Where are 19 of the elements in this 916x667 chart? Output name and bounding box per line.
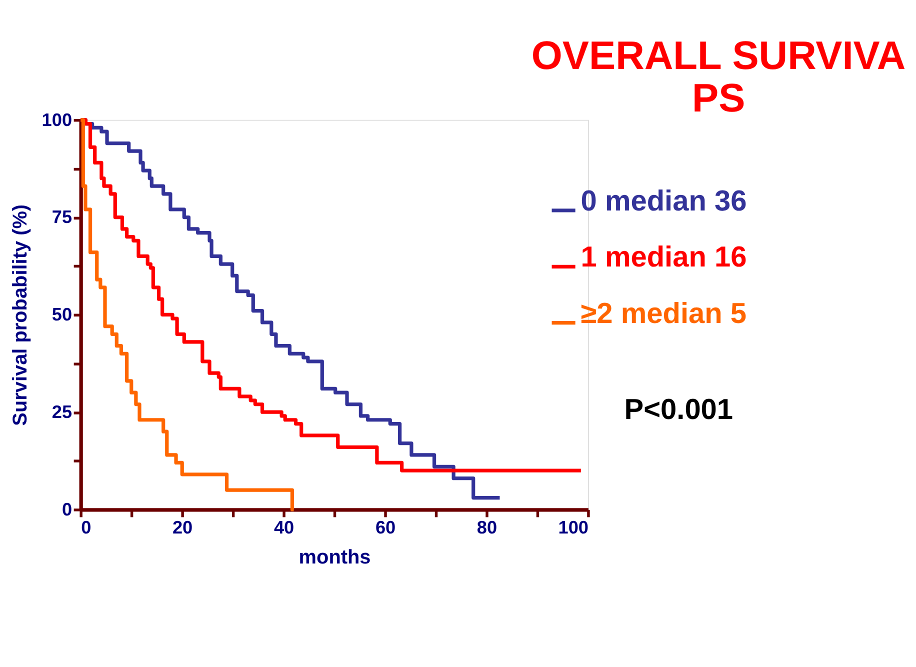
text: P<0.001 xyxy=(624,394,734,426)
y-tick-label: 100 xyxy=(42,110,72,130)
x-tick-label: 100 xyxy=(558,517,588,538)
x-tick-label: 80 xyxy=(476,517,498,538)
text: OVERALL SURVIVA xyxy=(531,34,906,78)
x-axis-title: months xyxy=(298,546,371,568)
y-tick-label: 50 xyxy=(52,304,72,325)
y-tick-label: 25 xyxy=(52,402,72,422)
x-tick-label: 40 xyxy=(274,517,294,538)
legend-label: ≥2 median 5 xyxy=(580,298,746,330)
y-axis-title: Survival probability (%) xyxy=(9,204,32,426)
y-tick-label: 0 xyxy=(62,499,72,520)
x-tick-label: 0 xyxy=(81,517,92,538)
x-tick-label: 20 xyxy=(172,517,193,538)
legend-label: 0 median 36 xyxy=(580,185,747,218)
x-tick-label: 60 xyxy=(375,517,396,538)
y-tick-label: 75 xyxy=(52,207,72,228)
text: PS xyxy=(692,76,746,121)
legend-label: 1 median 16 xyxy=(580,242,747,274)
